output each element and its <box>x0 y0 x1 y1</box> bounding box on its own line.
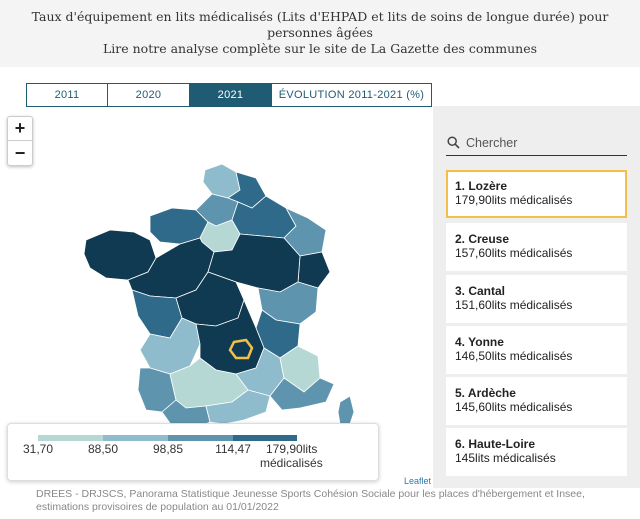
legend-swatch-2 <box>103 435 168 441</box>
year-tabs: 2011 2020 2021 ÉVOLUTION 2011-2021 (%) <box>26 83 432 107</box>
ranking-name: 6. Haute-Loire <box>455 437 536 451</box>
ranking-value: 179,90lits médicalisés <box>455 193 573 207</box>
legend-swatch-4 <box>233 435 297 441</box>
ranking-name: 2. Creuse <box>455 232 510 246</box>
legend-break-4: 114,47 <box>215 442 251 456</box>
ranking-name: 3. Cantal <box>455 284 506 298</box>
ranking-item-2[interactable]: 2. Creuse 157,60lits médicalisés <box>446 223 627 271</box>
ranking-item-6[interactable]: 6. Haute-Loire 145lits médicalisés <box>446 428 627 476</box>
page-subtitle[interactable]: Lire notre analyse complète sur le site … <box>102 41 538 56</box>
france-map[interactable] <box>0 112 433 488</box>
ranking-value: 145,60lits médicalisés <box>455 400 573 414</box>
zoom-out-button[interactable]: − <box>14 142 26 163</box>
zoom-in-button[interactable]: + <box>8 117 32 141</box>
search-field[interactable]: Chercher <box>446 130 627 156</box>
map-legend: 31,70 88,50 98,85 114,47 179,90lits médi… <box>7 423 379 481</box>
search-icon <box>447 136 460 149</box>
tab-2011[interactable]: 2011 <box>27 84 108 106</box>
ranking-item-3[interactable]: 3. Cantal 151,60lits médicalisés <box>446 275 627 323</box>
ranking-value: 146,50lits médicalisés <box>455 349 573 363</box>
ranking-value: 157,60lits médicalisés <box>455 246 573 260</box>
legend-break-5: 179,90lits <box>266 442 318 456</box>
ranking-name: 1. Lozère <box>455 179 508 193</box>
department-shapes[interactable] <box>83 163 355 431</box>
source-note: DREES - DRJSCS, Panorama Statistique Jeu… <box>36 488 585 513</box>
ranking-value: 145lits médicalisés <box>455 451 556 465</box>
legend-break-1: 31,70 <box>22 442 54 456</box>
search-input[interactable]: Chercher <box>466 135 518 150</box>
page-title: Taux d'équipement en lits médicalisés (L… <box>31 9 609 40</box>
tab-2020[interactable]: 2020 <box>108 84 190 106</box>
tab-evolution[interactable]: ÉVOLUTION 2011-2021 (%) <box>272 84 431 106</box>
ranking-item-5[interactable]: 5. Ardèche 145,60lits médicalisés <box>446 377 627 425</box>
legend-unit: médicalisés <box>260 456 323 470</box>
ranking-item-1[interactable]: 1. Lozère 179,90lits médicalisés <box>446 170 627 218</box>
ranking-value: 151,60lits médicalisés <box>455 298 573 312</box>
legend-break-3: 98,85 <box>152 442 184 456</box>
ranking-item-4[interactable]: 4. Yonne 146,50lits médicalisés <box>446 326 627 374</box>
leaflet-attribution[interactable]: Leaflet <box>404 476 432 486</box>
ranking-name: 5. Ardèche <box>455 386 516 400</box>
legend-break-2: 88,50 <box>87 442 119 456</box>
tab-2021[interactable]: 2021 <box>190 84 272 106</box>
zoom-control: + − <box>7 116 33 166</box>
ranking-name: 4. Yonne <box>455 335 504 349</box>
legend-swatch-3 <box>168 435 233 441</box>
header: Taux d'équipement en lits médicalisés (L… <box>0 0 640 67</box>
legend-swatch-1 <box>38 435 103 441</box>
